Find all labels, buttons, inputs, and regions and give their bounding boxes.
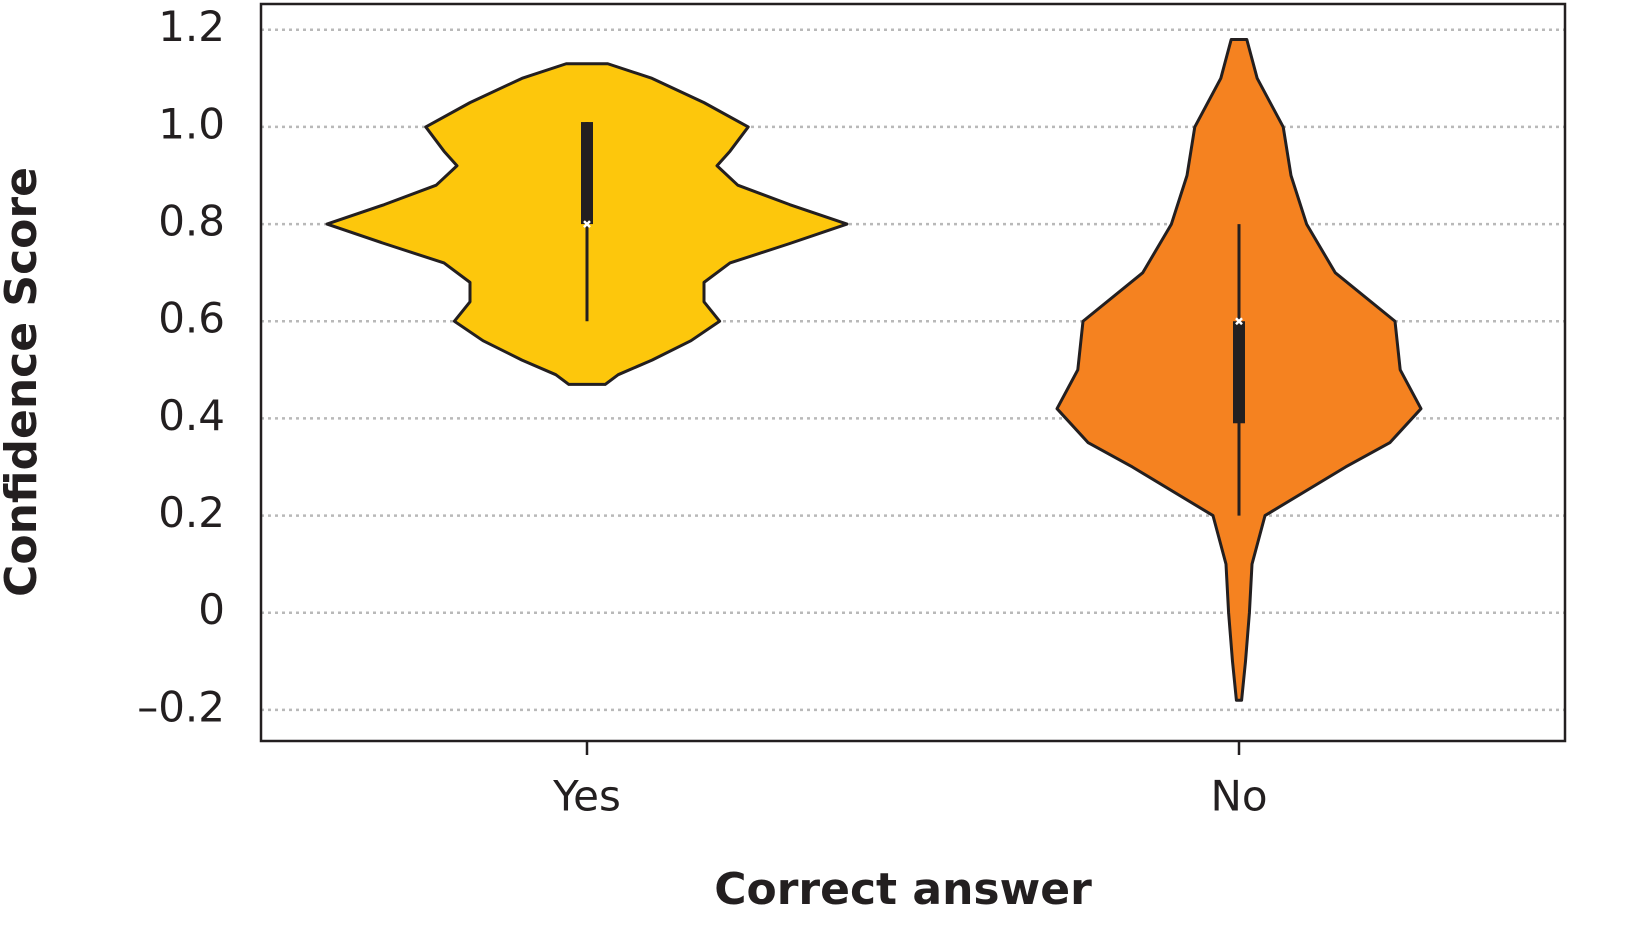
x-axis-title: Correct answer — [714, 864, 1092, 915]
y-tick-label: 0 — [198, 585, 225, 634]
box — [1233, 321, 1245, 424]
violin-half — [1239, 37, 1423, 702]
y-axis-title: Confidence Score — [0, 167, 47, 597]
box — [581, 122, 593, 225]
violin-half — [587, 62, 849, 386]
y-tick-label: 0.2 — [158, 488, 225, 537]
y-tick-label: 1.0 — [158, 99, 225, 148]
y-tick-label: –0.2 — [137, 682, 225, 731]
y-tick-label: 0.6 — [158, 294, 225, 343]
violin-half — [325, 62, 587, 386]
y-tick-label: 1.2 — [158, 2, 225, 51]
plot-frame — [259, 2, 1567, 743]
violin-half — [1055, 37, 1239, 702]
x-tick-label: Yes — [552, 772, 621, 821]
x-tick-label: No — [1210, 772, 1267, 821]
y-tick-label: 0.8 — [158, 197, 225, 246]
y-tick-label: 0.4 — [158, 391, 225, 440]
median-marker — [1235, 317, 1243, 326]
median-marker — [583, 220, 591, 228]
